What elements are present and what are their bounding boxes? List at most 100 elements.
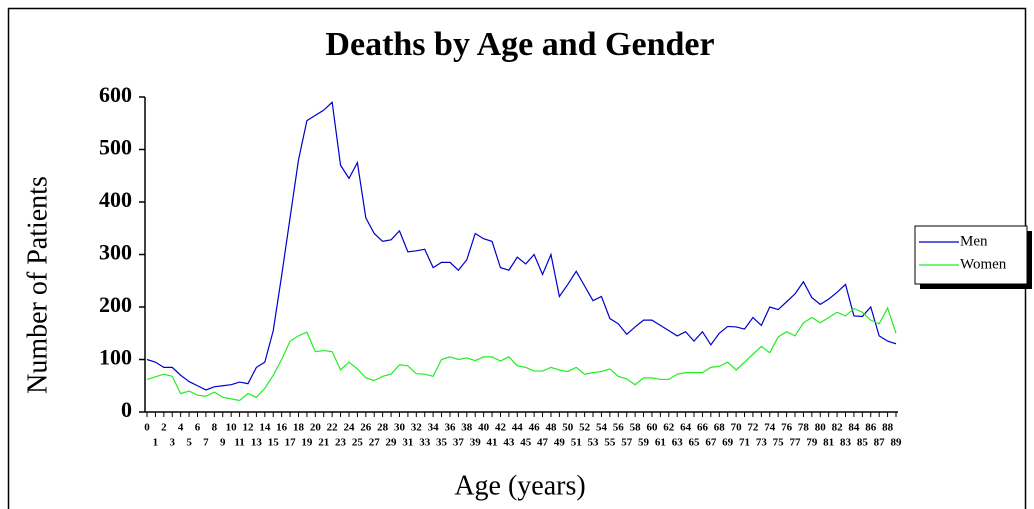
legend [914, 225, 1028, 285]
x-tick-label: 49 [554, 437, 566, 449]
x-tick-label: 32 [411, 422, 423, 434]
x-tick-label: 4 [178, 422, 184, 434]
frame [7, 7, 1027, 509]
x-tick-label: 43 [503, 437, 515, 449]
x-tick-label: 51 [571, 437, 582, 449]
x-tick-label: 18 [293, 422, 305, 434]
x-tick-label: 89 [891, 437, 903, 449]
x-tick-label: 20 [310, 422, 322, 434]
x-tick-label: 30 [394, 422, 406, 434]
x-tick-label: 24 [343, 422, 355, 434]
x-tick-label: 60 [646, 422, 658, 434]
x-tick-label: 70 [731, 422, 743, 434]
x-tick-label: 84 [848, 422, 860, 434]
y-axis-label: Number of Patients [22, 176, 53, 394]
x-tick-label: 67 [705, 437, 717, 449]
x-tick-label: 80 [815, 422, 827, 434]
y-tick-label: 500 [99, 135, 132, 160]
series-line [146, 306, 897, 402]
x-tick-label: 11 [234, 437, 244, 449]
x-tick-label: 44 [512, 422, 524, 434]
x-tick-label: 64 [680, 422, 692, 434]
x-tick-label: 52 [579, 422, 591, 434]
x-tick-label: 28 [377, 422, 389, 434]
x-tick-label: 75 [773, 437, 785, 449]
x-tick-label: 12 [242, 422, 254, 434]
chart-title: Deaths by Age and Gender [325, 26, 714, 63]
y-tick-label: 600 [99, 82, 132, 107]
x-tick-label: 10 [226, 422, 238, 434]
x-tick-label: 3 [169, 437, 175, 449]
x-tick-label: 35 [436, 437, 448, 449]
x-tick-label: 17 [285, 437, 297, 449]
y-tick-label: 400 [99, 187, 132, 212]
x-tick-label: 2 [161, 422, 167, 434]
x-tick-label: 68 [714, 422, 726, 434]
x-tick-label: 8 [212, 422, 218, 434]
x-tick-label: 83 [840, 437, 852, 449]
x-tick-label: 79 [806, 437, 818, 449]
x-tick-label: 0 [144, 422, 150, 434]
x-tick-label: 14 [259, 422, 271, 434]
x-tick-label: 16 [276, 422, 288, 434]
x-axis-label: Age (years) [454, 470, 585, 501]
x-tick-label: 29 [386, 437, 398, 449]
x-tick-label: 78 [798, 422, 810, 434]
x-tick-label: 31 [402, 437, 413, 449]
x-tick-label: 36 [444, 422, 456, 434]
x-tick-label: 1 [153, 437, 159, 449]
x-tick-label: 6 [195, 422, 201, 434]
x-tick-label: 41 [487, 437, 498, 449]
x-tick-label: 73 [756, 437, 768, 449]
x-tick-label: 39 [470, 437, 482, 449]
x-tick-label: 77 [790, 437, 802, 449]
x-tick-label: 56 [613, 422, 625, 434]
x-tick-label: 88 [882, 422, 894, 434]
x-tick-label: 42 [495, 422, 507, 434]
x-tick-label: 38 [461, 422, 473, 434]
x-tick-label: 37 [453, 437, 465, 449]
x-tick-label: 48 [545, 422, 557, 434]
x-tick-label: 50 [562, 422, 574, 434]
series-line [146, 101, 897, 391]
x-tick-label: 34 [428, 422, 440, 434]
x-tick-label: 19 [301, 437, 313, 449]
x-tick-label: 26 [360, 422, 372, 434]
x-tick-label: 53 [588, 437, 600, 449]
x-tick-label: 86 [865, 422, 877, 434]
x-tick-label: 71 [739, 437, 750, 449]
legend-label: Women [960, 256, 1007, 272]
x-tick-label: 45 [520, 437, 532, 449]
x-tick-label: 87 [874, 437, 886, 449]
x-tick-label: 57 [621, 437, 633, 449]
legend-label: Men [960, 233, 988, 249]
x-tick-label: 22 [327, 422, 339, 434]
x-tick-label: 74 [764, 422, 776, 434]
x-tick-label: 40 [478, 422, 490, 434]
y-tick-label: 200 [99, 292, 132, 317]
x-tick-label: 76 [781, 422, 793, 434]
x-tick-label: 9 [220, 437, 226, 449]
x-tick-label: 55 [604, 437, 616, 449]
x-tick-label: 58 [630, 422, 642, 434]
x-tick-label: 61 [655, 437, 666, 449]
x-tick-label: 85 [857, 437, 869, 449]
x-tick-label: 25 [352, 437, 364, 449]
x-tick-label: 27 [369, 437, 381, 449]
x-tick-label: 66 [697, 422, 709, 434]
x-tick-label: 33 [419, 437, 431, 449]
x-tick-label: 72 [747, 422, 759, 434]
x-tick-label: 21 [318, 437, 329, 449]
y-tick-label: 100 [99, 345, 132, 370]
x-tick-label: 54 [596, 422, 608, 434]
x-tick-label: 47 [537, 437, 549, 449]
x-tick-label: 69 [722, 437, 734, 449]
x-tick-label: 7 [203, 437, 209, 449]
x-tick-label: 46 [529, 422, 541, 434]
x-tick-label: 15 [268, 437, 280, 449]
x-tick-label: 63 [672, 437, 684, 449]
x-tick-label: 13 [251, 437, 263, 449]
y-tick-label: 300 [99, 240, 132, 265]
x-tick-label: 65 [689, 437, 701, 449]
